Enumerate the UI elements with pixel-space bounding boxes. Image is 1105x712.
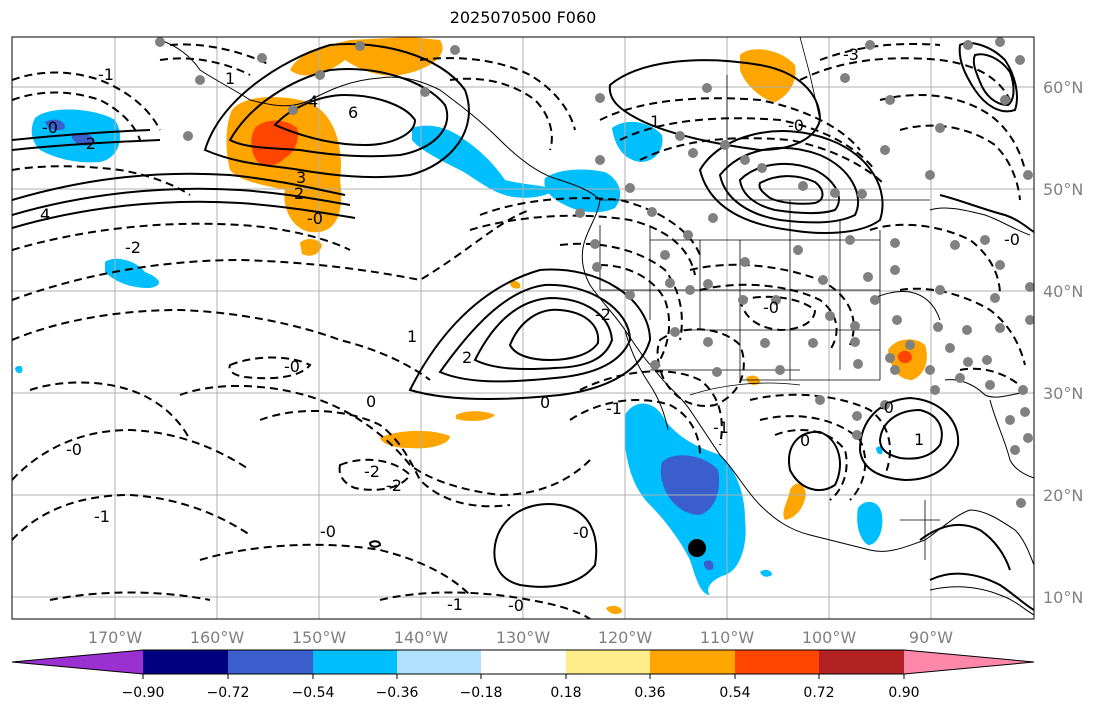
colorbar-tick-label: −0.18 [460, 685, 503, 701]
lon-tick-label: 120°W [598, 628, 653, 647]
contour-label: 2 [462, 348, 472, 367]
colorbar-segment [313, 650, 397, 674]
colorbar-segment [566, 650, 650, 674]
latitude-labels: 60°N 50°N 40°N 30°N 20°N 10°N [1043, 78, 1083, 607]
lon-tick-label: 100°W [802, 628, 857, 647]
colorbar-tick-label: 0.54 [719, 685, 750, 701]
contour-label: -1 [713, 418, 729, 437]
coastlines [159, 39, 1034, 616]
contour-label: -1 [98, 65, 114, 84]
lat-tick-label: 30°N [1043, 384, 1083, 403]
colorbar-tick-label: 0.90 [888, 685, 919, 701]
contour-label: 2 [294, 184, 304, 203]
contour-label: -0 [573, 523, 589, 542]
colorbar-high-extension [904, 650, 1034, 674]
contour-label: 0 [800, 431, 810, 450]
contour-label: -0 [878, 398, 894, 417]
colorbar-segment [735, 650, 819, 674]
colorbar: −0.90 −0.72 −0.54 −0.36 −0.18 0.18 0.36 … [11, 649, 1035, 701]
plot-frame [11, 36, 1035, 620]
contour-label: -0 [1004, 230, 1020, 249]
colorbar-segment [397, 650, 481, 674]
positive-anomaly-fills [226, 37, 927, 615]
lon-tick-label: 90°W [909, 628, 953, 647]
colorbar-segment [481, 650, 566, 674]
colorbar-tick-label: −0.72 [207, 685, 250, 701]
contour-label: -2 [80, 134, 96, 153]
lat-tick-label: 10°N [1043, 588, 1083, 607]
lat-tick-label: 20°N [1043, 486, 1083, 505]
storm-center-marker [688, 539, 706, 557]
contour-label: -1 [606, 399, 622, 418]
colorbar-tick-label: 0.36 [634, 685, 665, 701]
station-markers [155, 37, 1034, 508]
contour-label: -2 [595, 305, 611, 324]
lon-tick-label: 150°W [292, 628, 347, 647]
contour-label: 1 [914, 430, 924, 449]
contour-label: 3 [296, 168, 306, 187]
contour-label: -0 [66, 440, 82, 459]
lat-tick-label: 60°N [1043, 78, 1083, 97]
map-title: 2025070500 F060 [449, 8, 597, 27]
contour-label: -2 [364, 462, 380, 481]
lon-tick-label: 140°W [394, 628, 449, 647]
contour-label: -0 [284, 357, 300, 376]
contour-label: 0 [540, 393, 550, 412]
contour-label: -3 [843, 45, 859, 64]
contour-label: -0 [788, 116, 804, 135]
colorbar-segment [143, 650, 228, 674]
graticule [12, 37, 1034, 619]
lon-tick-label: 170°W [88, 628, 143, 647]
contour-label: 1 [407, 327, 417, 346]
contour-label: 0 [366, 392, 376, 411]
colorbar-tick-label: 0.18 [550, 685, 581, 701]
contour-label: 4 [308, 92, 318, 111]
lat-tick-label: 40°N [1043, 282, 1083, 301]
lat-tick-label: 50°N [1043, 180, 1083, 199]
lon-tick-label: 160°W [190, 628, 245, 647]
contour-label: -0 [320, 522, 336, 541]
lon-tick-label: 130°W [496, 628, 551, 647]
colorbar-segment [819, 650, 904, 674]
contour-label: -0 [508, 596, 524, 615]
colorbar-tick-label: −0.54 [292, 685, 335, 701]
map-plot-area: 6 4 3 2 1 -0 -2 -1 -0 4 -2 2 1 0 -0 -2 -… [12, 37, 1034, 619]
contour-label: 1 [225, 69, 235, 88]
colorbar-tick-label: −0.90 [122, 685, 165, 701]
contour-label: -2 [386, 476, 402, 495]
contour-label: -1 [447, 595, 463, 614]
longitude-labels: 170°W 160°W 150°W 140°W 130°W 120°W 110°… [88, 628, 953, 647]
contour-labels: 6 4 3 2 1 -0 -2 -1 -0 4 -2 2 1 0 -0 -2 -… [40, 45, 1020, 615]
contour-label: -0 [763, 298, 779, 317]
contour-label: 6 [348, 103, 358, 122]
contour-label: 4 [40, 205, 50, 224]
colorbar-tick-label: −0.36 [376, 685, 419, 701]
colorbar-tick-label: 0.72 [803, 685, 834, 701]
lon-tick-label: 110°W [700, 628, 755, 647]
positive-contours [12, 42, 1034, 611]
colorbar-low-extension [12, 650, 143, 674]
colorbar-ticks [142, 674, 905, 679]
contour-label: -1 [94, 507, 110, 526]
negative-anomaly-fills [15, 109, 883, 595]
contour-label: -0 [42, 118, 58, 137]
colorbar-segment [650, 650, 735, 674]
contour-label: 1 [650, 112, 660, 131]
contour-label: -2 [125, 238, 141, 257]
contour-label: -0 [307, 209, 323, 228]
colorbar-segment [228, 650, 313, 674]
